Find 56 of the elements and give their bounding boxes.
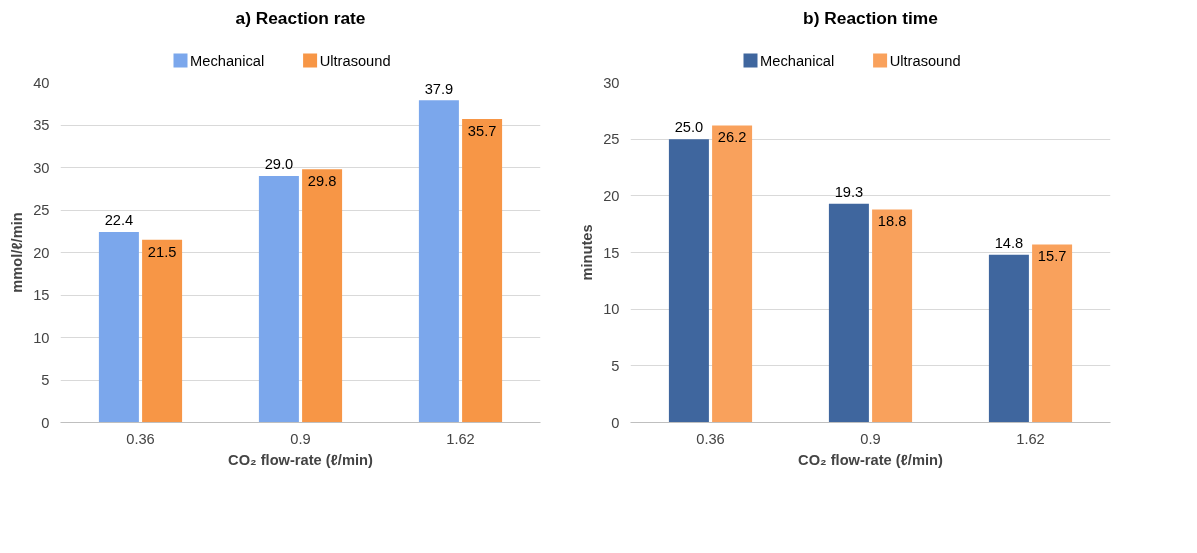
y-axis-title: minutes [579, 224, 596, 281]
y-tick-label: 15 [603, 244, 620, 261]
bar [98, 232, 139, 423]
bar [462, 119, 503, 423]
data-label: 29.8 [307, 173, 337, 189]
data-label: 19.3 [834, 183, 864, 200]
legend-label: Ultrasound [319, 52, 391, 69]
y-tick-label: 5 [41, 372, 50, 388]
data-label: 25.0 [674, 119, 704, 136]
bar [828, 203, 869, 423]
x-tick-label: 0.36 [126, 430, 155, 447]
y-tick-label: 5 [611, 357, 620, 374]
y-tick-label: 20 [33, 244, 50, 261]
data-label: 35.7 [467, 122, 497, 139]
data-label: 14.8 [994, 234, 1024, 251]
chart-title: a) Reaction rate [235, 7, 366, 28]
x-axis-title: CO₂ flow-rate (ℓ/min) [798, 451, 943, 468]
y-tick-label: 35 [33, 117, 50, 133]
y-tick-label: 10 [33, 329, 50, 346]
data-label: 21.5 [147, 243, 177, 260]
bar [712, 125, 753, 423]
data-label: 29.0 [264, 156, 294, 173]
x-tick-label: 0.36 [696, 430, 725, 447]
x-tick-label: 0.9 [860, 430, 881, 447]
data-label: 15.7 [1037, 248, 1067, 265]
bar [142, 239, 183, 423]
y-tick-label: 10 [603, 301, 620, 318]
y-tick-label: 25 [33, 202, 50, 218]
data-label: 37.9 [424, 80, 454, 97]
x-tick-label: 1.62 [446, 430, 475, 447]
x-axis-title: CO₂ flow-rate (ℓ/min) [228, 451, 373, 468]
legend-label: Mechanical [190, 52, 265, 69]
bar [668, 139, 709, 423]
y-tick-label: 30 [33, 159, 50, 176]
x-tick-label: 1.62 [1016, 430, 1045, 447]
bar [258, 176, 299, 423]
legend-label: Ultrasound [889, 52, 961, 69]
y-tick-label: 15 [33, 287, 50, 303]
chart-title: b) Reaction time [803, 7, 939, 28]
legend-label: Mechanical [760, 52, 835, 69]
x-tick-label: 0.9 [290, 430, 311, 447]
y-tick-label: 20 [603, 187, 620, 204]
y-tick-label: 30 [603, 74, 620, 91]
bar [872, 209, 913, 423]
bar [418, 100, 459, 423]
data-label: 22.4 [104, 212, 134, 229]
bar [988, 254, 1029, 423]
bar [1032, 244, 1073, 423]
data-label: 26.2 [717, 129, 747, 146]
y-tick-label: 0 [611, 414, 620, 431]
y-tick-label: 25 [603, 131, 620, 148]
y-tick-label: 0 [41, 414, 50, 431]
bar [302, 169, 343, 423]
y-axis-title: mmol/ℓ/min [9, 212, 26, 293]
data-label: 18.8 [877, 213, 907, 230]
y-tick-label: 40 [33, 74, 50, 91]
